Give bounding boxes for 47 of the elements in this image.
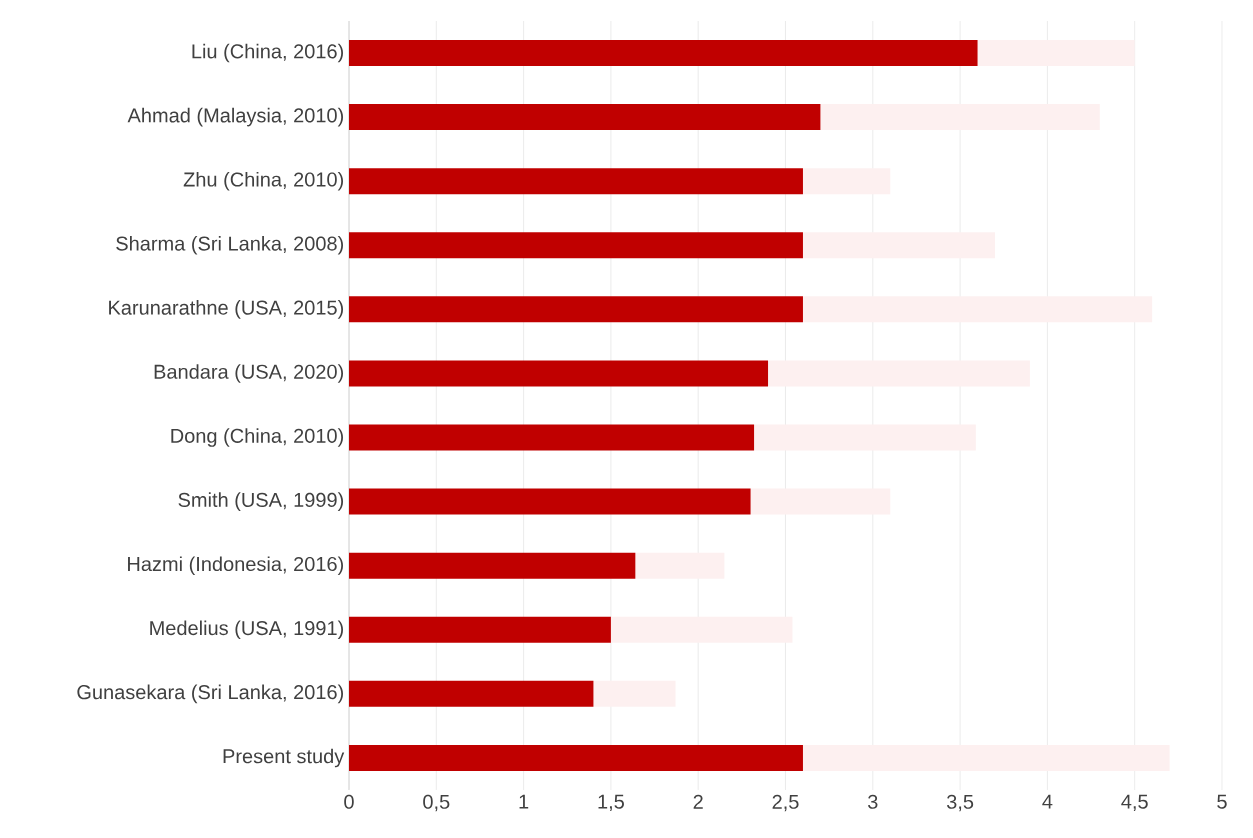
y-tick-label: Gunasekara (Sri Lanka, 2016) <box>77 684 343 704</box>
bar <box>802 168 891 195</box>
y-tick-label: Ahmad (Malaysia, 2010) <box>127 107 343 127</box>
x-tick-label: 3,5 <box>946 794 974 812</box>
bar <box>635 552 725 579</box>
x-tick-label: 4,5 <box>1121 794 1148 812</box>
x-tick-label: 2 <box>693 794 703 809</box>
y-tick-label: Karunarathne (USA, 2015) <box>109 300 343 319</box>
bar <box>349 488 751 515</box>
x-tick-label: 4 <box>1042 794 1053 809</box>
bar <box>768 360 1030 387</box>
bar <box>349 424 755 451</box>
y-tick-label: Liu (China, 2016) <box>192 43 343 63</box>
y-tick-label: Dong (China, 2010) <box>171 428 343 447</box>
x-tick-label: 0 <box>344 794 354 809</box>
bar <box>754 424 976 451</box>
bar <box>593 680 676 707</box>
y-tick-label: Bandara (USA, 2020) <box>154 364 344 383</box>
bar <box>349 104 821 131</box>
y-tick-label: Smith (USA, 1999) <box>178 492 344 511</box>
bar <box>349 40 978 67</box>
bar <box>349 360 769 387</box>
bar <box>802 744 1170 771</box>
x-tick-label: 2,5 <box>772 794 799 812</box>
bar <box>349 744 803 771</box>
bar <box>802 296 1153 323</box>
bar <box>977 40 1135 67</box>
x-tick-label: 1,5 <box>598 794 624 812</box>
bar <box>349 232 803 259</box>
x-tick-label: 5 <box>1217 794 1227 809</box>
x-tick-label: 0,5 <box>423 794 450 812</box>
bar <box>349 168 803 195</box>
bar <box>349 680 594 707</box>
bar <box>349 552 636 579</box>
y-tick-label: Medelius (USA, 1991) <box>150 620 343 640</box>
y-tick-label: Present study <box>223 748 345 768</box>
bar <box>802 232 996 259</box>
bar <box>349 296 803 323</box>
bar <box>750 488 891 515</box>
bar <box>820 104 1100 131</box>
x-tick-label: 1 <box>519 794 529 809</box>
y-tick-label: Hazmi (Indonesia, 2016) <box>128 556 343 576</box>
x-tick-label: 3 <box>867 794 878 809</box>
y-tick-label: Sharma (Sri Lanka, 2008) <box>116 235 343 255</box>
bar <box>349 616 611 643</box>
y-tick-label: Zhu (China, 2010) <box>183 171 344 191</box>
bar <box>610 616 793 643</box>
